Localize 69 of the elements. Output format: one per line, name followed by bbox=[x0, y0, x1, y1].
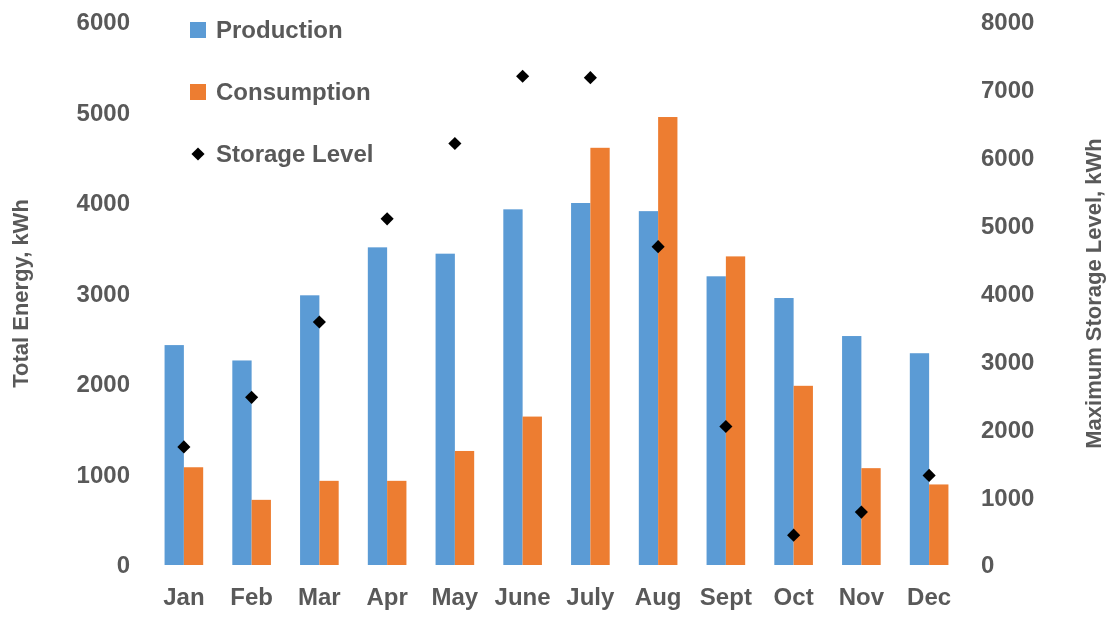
point bbox=[922, 468, 936, 482]
point bbox=[448, 136, 462, 151]
y2-tick-label: 2000 bbox=[981, 415, 1035, 443]
x-tick-label: July bbox=[566, 583, 616, 610]
y2-tick-label: 4000 bbox=[981, 279, 1035, 307]
y-tick-label: 1000 bbox=[76, 460, 130, 488]
point bbox=[651, 240, 665, 254]
bar bbox=[706, 276, 726, 565]
bar bbox=[232, 360, 252, 565]
y-tick-label: 4000 bbox=[76, 189, 130, 217]
bar bbox=[861, 468, 881, 565]
legend-label: Production bbox=[216, 16, 343, 44]
bar bbox=[387, 480, 407, 565]
x-tick-label: May bbox=[431, 583, 479, 610]
x-tick-label: Oct bbox=[773, 583, 814, 610]
y2-axis-title: Maximum Storage Level, kWh bbox=[1081, 138, 1106, 449]
x-tick-label: June bbox=[494, 583, 551, 610]
point bbox=[245, 390, 259, 404]
bar bbox=[367, 247, 388, 565]
bar bbox=[435, 253, 455, 565]
x-tick-label: Dec bbox=[907, 583, 952, 610]
bar bbox=[164, 345, 184, 565]
y2-tick-label: 3000 bbox=[981, 347, 1035, 375]
bar bbox=[842, 336, 862, 565]
x-tick-label: Jan bbox=[163, 583, 205, 610]
legend-label: Consumption bbox=[216, 78, 371, 106]
x-tick-label: Mar bbox=[298, 583, 341, 610]
x-tick-label: Feb bbox=[230, 583, 273, 610]
bar bbox=[522, 416, 542, 565]
y-axis-title: Total Energy, kWh bbox=[8, 199, 33, 388]
legend-label: Storage Level bbox=[216, 140, 374, 168]
y2-tick-label: 8000 bbox=[981, 8, 1035, 36]
bar bbox=[183, 467, 204, 565]
y2-tick-label: 1000 bbox=[981, 483, 1035, 511]
point bbox=[787, 528, 801, 542]
y-tick-label: 5000 bbox=[76, 98, 130, 126]
x-tick-label: Aug bbox=[634, 583, 682, 610]
y-tick-label: 2000 bbox=[76, 370, 130, 398]
bar bbox=[300, 295, 320, 565]
bar bbox=[725, 256, 746, 565]
bar bbox=[929, 484, 949, 565]
x-tick-label: Apr bbox=[366, 583, 408, 610]
bar bbox=[503, 209, 523, 565]
bar bbox=[658, 117, 678, 565]
x-tick-label: Nov bbox=[838, 583, 885, 610]
point bbox=[583, 71, 597, 85]
bar bbox=[638, 211, 659, 565]
point bbox=[177, 440, 191, 454]
y2-tick-label: 5000 bbox=[981, 212, 1035, 240]
point bbox=[380, 212, 394, 226]
point bbox=[312, 315, 326, 329]
y2-tick-label: 6000 bbox=[981, 144, 1035, 172]
bar bbox=[774, 298, 794, 565]
bar bbox=[590, 147, 610, 565]
bar bbox=[251, 499, 271, 565]
bar bbox=[319, 480, 339, 565]
y-tick-label: 3000 bbox=[76, 279, 130, 307]
x-tick-label: Sept bbox=[699, 583, 752, 610]
point bbox=[854, 505, 868, 519]
y2-tick-label: 7000 bbox=[981, 76, 1035, 104]
bar bbox=[454, 450, 475, 565]
bar bbox=[793, 385, 813, 565]
point bbox=[719, 419, 733, 434]
point bbox=[516, 69, 530, 83]
y2-tick-label: 0 bbox=[981, 551, 995, 579]
y-tick-label: 6000 bbox=[76, 8, 130, 36]
bar bbox=[909, 353, 930, 565]
y-tick-label: 0 bbox=[116, 551, 130, 579]
bar bbox=[571, 203, 591, 565]
